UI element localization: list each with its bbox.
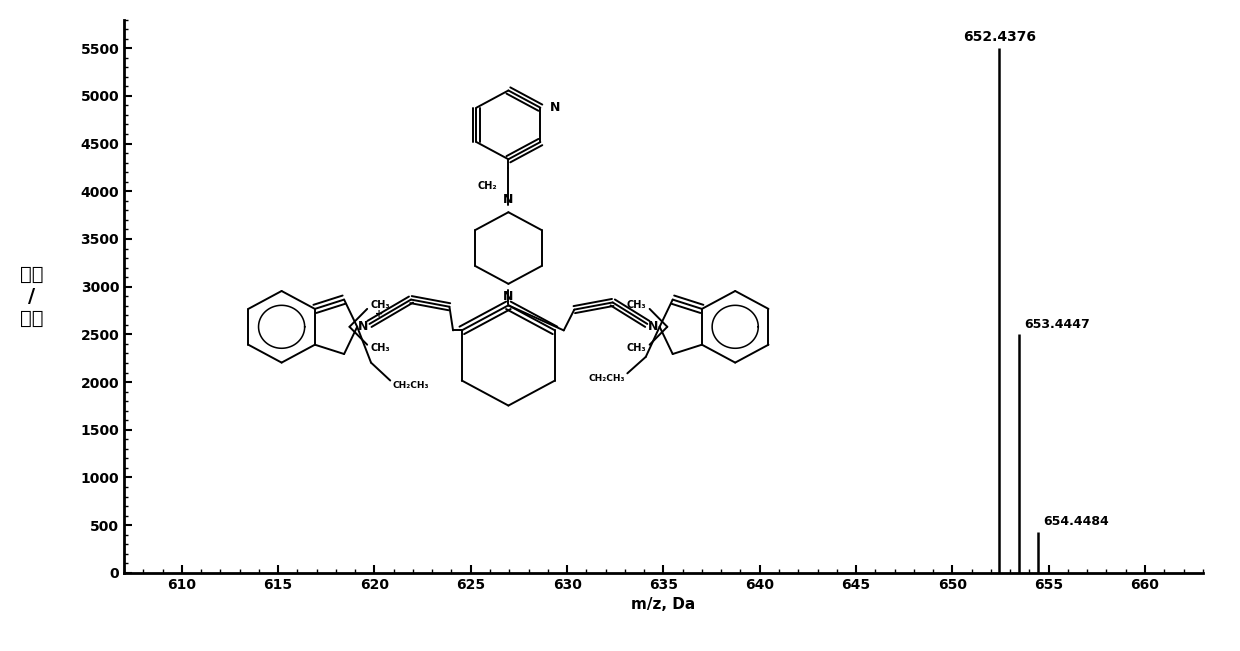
- Text: N: N: [549, 101, 560, 114]
- Text: CH₃: CH₃: [371, 343, 389, 353]
- Text: N: N: [503, 290, 513, 303]
- Text: 654.4484: 654.4484: [1043, 515, 1110, 528]
- Text: N: N: [503, 193, 513, 206]
- X-axis label: m/z, Da: m/z, Da: [631, 598, 696, 613]
- Text: CH₂: CH₂: [477, 182, 497, 191]
- Text: 652.4376: 652.4376: [962, 31, 1035, 44]
- Text: CH₂CH₃: CH₂CH₃: [589, 374, 625, 383]
- Text: CH₂CH₃: CH₂CH₃: [393, 381, 429, 390]
- Text: CH₃: CH₃: [627, 300, 646, 311]
- Text: CH₃: CH₃: [627, 343, 646, 353]
- Text: CH₃: CH₃: [371, 300, 389, 311]
- Text: N: N: [649, 320, 658, 333]
- Text: 653.4447: 653.4447: [1024, 318, 1090, 331]
- Text: +: +: [374, 309, 383, 319]
- Text: N: N: [358, 320, 368, 333]
- Y-axis label: 强度
/
计数: 强度 / 计数: [20, 265, 43, 327]
